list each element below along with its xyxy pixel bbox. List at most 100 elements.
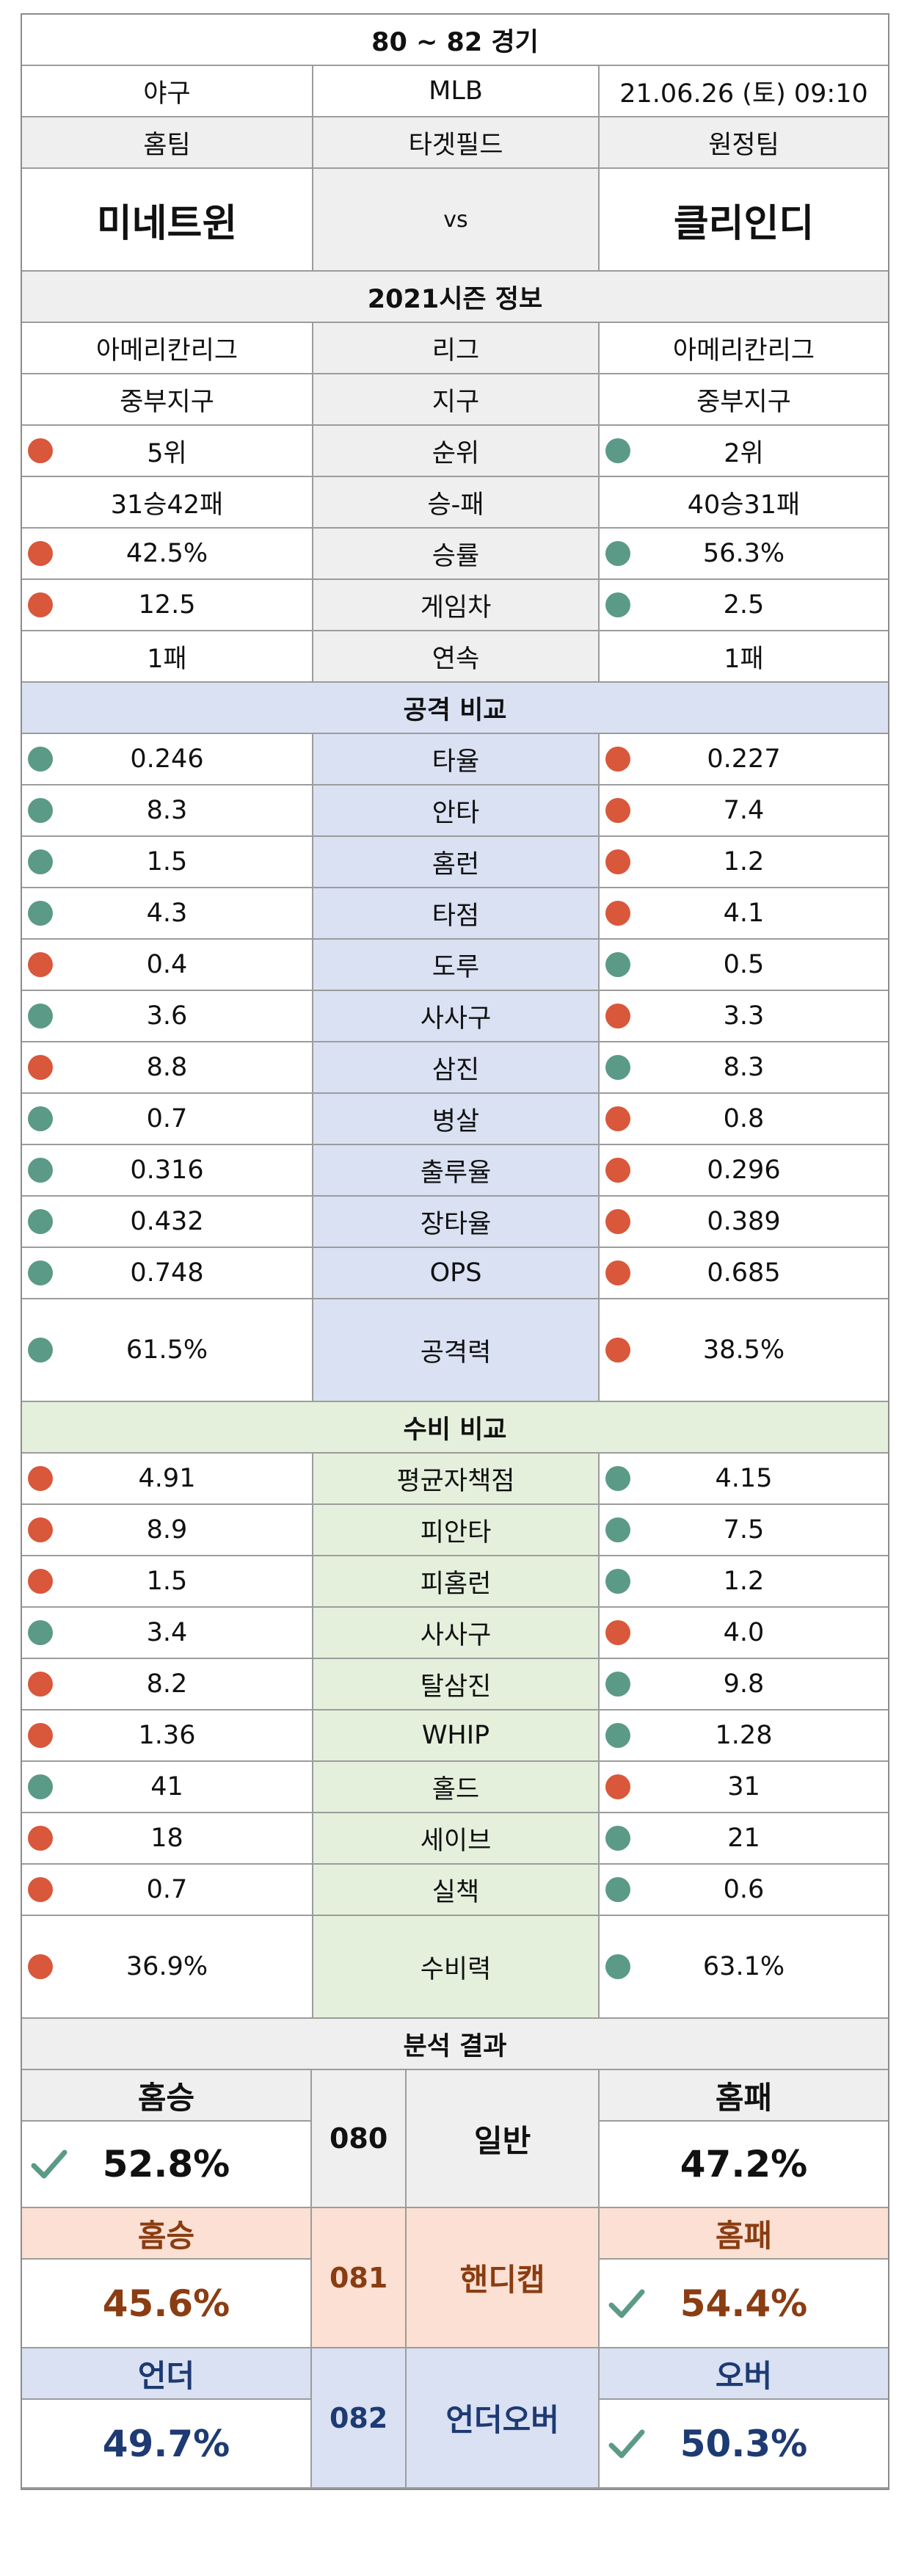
away-value-cell: 4.15 [598,1454,888,1503]
game-number: 081 [310,2208,406,2347]
stat-row: 8.8 삼진 8.3 [22,1042,888,1094]
home-value-cell: 0.7 [22,1094,312,1144]
stat-row: 8.3 안타 7.4 [22,786,888,837]
stat-row: 1.5 피홈런 1.2 [22,1556,888,1608]
stat-row: 5위 순위 2위 [22,426,888,477]
right-outcome-probability: 50.3% [600,2400,888,2487]
home-value-cell: 4.3 [22,888,312,938]
away-value: 7.4 [723,796,765,825]
home-value: 3.6 [146,1001,188,1031]
home-value-cell: 0.432 [22,1197,312,1247]
defense-section-title: 수비 비교 [403,1415,507,1445]
away-value-cell: 2위 [598,426,888,476]
home-value: 3.4 [146,1618,188,1647]
check-icon [608,2429,645,2458]
left-outcome-probability: 45.6% [22,2260,310,2347]
analysis-row: 언더 49.7% 082 언더오버 오버 50.3% [22,2348,888,2489]
stadium-header: 타겟필드 [312,117,598,167]
away-value: 38.5% [702,1335,785,1365]
attack-section-title: 공격 비교 [403,695,507,725]
green-dot-icon [28,1004,53,1028]
away-value: 4.1 [723,899,765,928]
green-dot-icon [28,1338,53,1363]
away-value: 56.3% [702,539,785,568]
away-value: 1.2 [723,847,765,877]
home-value-cell: 36.9% [22,1916,312,2017]
away-value: 1.28 [715,1721,773,1750]
right-outcome-probability: 54.4% [600,2260,888,2347]
stat-row: 12.5 게임차 2.5 [22,580,888,631]
red-dot-icon [605,798,630,823]
stat-label: 리그 [312,323,598,373]
stat-row: 42.5% 승률 56.3% [22,529,888,580]
stat-row: 1.36 WHIP 1.28 [22,1710,888,1762]
home-value-cell: 61.5% [22,1299,312,1401]
left-outcome-label: 홈승 [22,2070,310,2122]
datetime-cell: 21.06.26 (토) 09:10 [598,66,888,116]
away-value: 4.15 [715,1464,773,1493]
stat-label: 피안타 [312,1505,598,1555]
home-value-cell: 1.36 [22,1710,312,1760]
green-dot-icon [28,849,53,874]
green-dot-icon [28,1774,53,1799]
red-dot-icon [605,1774,630,1799]
away-value: 4.0 [723,1618,765,1647]
green-dot-icon [605,1517,630,1542]
home-value: 8.2 [146,1669,188,1699]
away-value-cell: 0.296 [598,1145,888,1195]
away-value: 2위 [724,438,764,468]
home-value: 31승42패 [110,490,224,520]
away-value-cell: 63.1% [598,1916,888,2017]
right-outcome: 오버 50.3% [598,2348,888,2487]
stat-label: 출루율 [312,1145,598,1195]
home-value-cell: 1.5 [22,837,312,887]
match-title-row: 80 ~ 82 경기 [22,15,888,66]
green-dot-icon [605,541,630,566]
green-dot-icon [28,1620,53,1645]
red-dot-icon [28,541,53,566]
match-title: 80 ~ 82 경기 [371,27,539,57]
green-dot-icon [28,1158,53,1183]
home-value-cell: 12.5 [22,580,312,630]
home-value-cell: 1패 [22,631,312,681]
red-dot-icon [28,592,53,617]
versus-label: vs [312,169,598,270]
green-dot-icon [605,1826,630,1851]
stat-row: 4.3 타점 4.1 [22,888,888,940]
red-dot-icon [605,1004,630,1028]
green-dot-icon [28,1106,53,1131]
away-value-cell: 0.227 [598,734,888,784]
away-value-cell: 1패 [598,631,888,681]
home-value-cell: 4.91 [22,1454,312,1503]
red-dot-icon [28,438,53,463]
red-dot-icon [28,1569,53,1594]
left-outcome: 홈승 52.8% [22,2070,310,2207]
away-value: 3.3 [723,1001,765,1031]
away-value: 63.1% [702,1952,785,1981]
home-value-cell: 8.2 [22,1659,312,1709]
away-value-cell: 1.2 [598,837,888,887]
attack-stats: 0.246 타율 0.227 8.3 안타 7.4 1.5 홈런 1.2 4.3 타점 4.1 0.4 도… [22,734,888,1402]
stat-row: 3.6 사사구 3.3 [22,991,888,1042]
right-probability-text: 54.4% [680,2282,808,2325]
away-value-cell: 4.0 [598,1608,888,1658]
stat-row: 0.246 타율 0.227 [22,734,888,786]
right-outcome: 홈패 54.4% [598,2208,888,2347]
stat-row: 8.9 피안타 7.5 [22,1505,888,1556]
red-dot-icon [28,1055,53,1080]
home-value: 4.91 [138,1464,196,1493]
away-value-cell: 3.3 [598,991,888,1041]
green-dot-icon [605,1954,630,1979]
away-value: 0.6 [723,1875,765,1904]
away-value: 1패 [724,644,764,674]
stat-row: 3.4 사사구 4.0 [22,1608,888,1659]
green-dot-icon [605,1877,630,1902]
home-value: 8.8 [146,1053,188,1082]
away-value: 0.5 [723,950,765,979]
defense-section-header: 수비 비교 [22,1402,888,1454]
stat-row: 18 세이브 21 [22,1813,888,1865]
game-number: 082 [310,2348,406,2487]
away-team-header: 원정팀 [598,117,888,167]
green-dot-icon [28,1260,53,1285]
stat-row: 1.5 홈런 1.2 [22,837,888,888]
